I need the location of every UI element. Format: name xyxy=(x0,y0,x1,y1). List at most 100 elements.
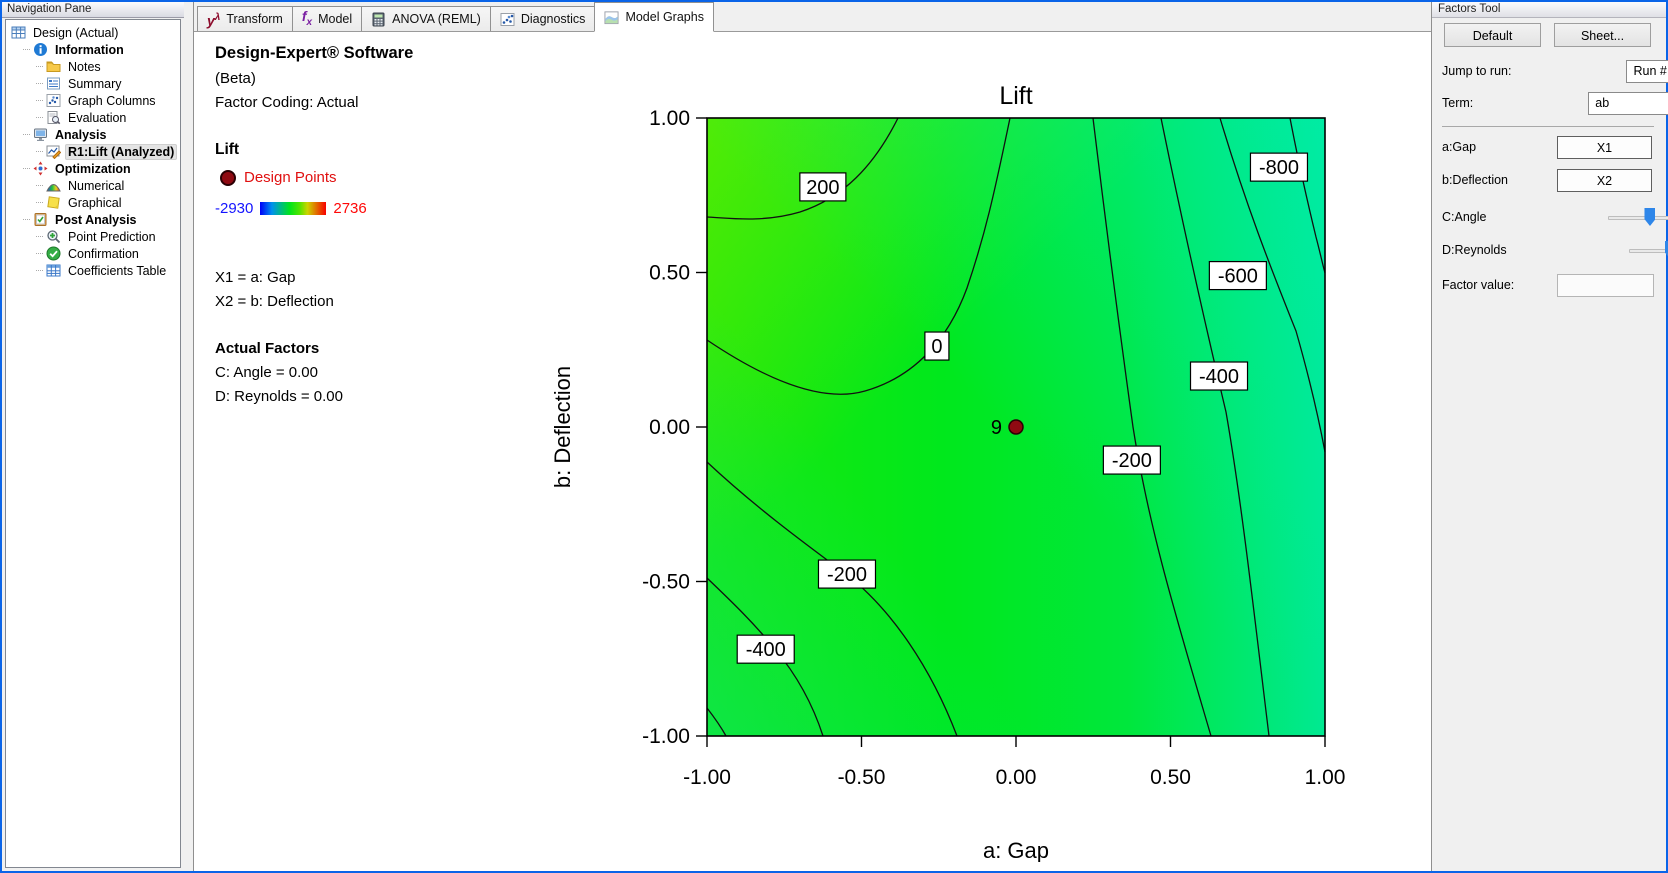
tab-model-graphs[interactable]: Model Graphs xyxy=(594,2,714,32)
contour-label-200: 200 xyxy=(799,172,847,202)
contour-plot[interactable]: Lift 1.00 0.50 0.00 -0.50 -1.00 -1.00 -0.50 0.0… xyxy=(540,60,1368,863)
numerical-icon xyxy=(45,184,61,192)
contour-label--600: -600 xyxy=(1208,260,1267,291)
contour-line-8 xyxy=(706,707,727,737)
app-title: Design-Expert® Software xyxy=(215,44,414,62)
slider-track xyxy=(1628,249,1668,253)
nav-item-label: Optimization xyxy=(55,161,131,176)
contour-line-4 xyxy=(1219,117,1326,453)
factor-label-b-deflection: b:Deflection xyxy=(1442,173,1509,187)
navigation-pane-header: Navigation Pane xyxy=(2,2,184,18)
term-label: Term: xyxy=(1442,96,1474,110)
design-point-run-label: 9 xyxy=(991,417,1002,439)
nav-item-label: Coefficients Table xyxy=(68,263,167,278)
nav-item-graphical[interactable]: Graphical xyxy=(6,194,180,211)
design-point-marker xyxy=(1008,419,1024,435)
nav-item-label: Summary xyxy=(68,76,122,91)
nav-item-design-actual[interactable]: Design (Actual) xyxy=(6,24,180,41)
nav-item-analysis[interactable]: Analysis xyxy=(6,126,180,143)
analysis-monitor-icon xyxy=(33,128,47,141)
nav-item-point-prediction[interactable]: Point Prediction xyxy=(6,228,180,245)
nav-item-summary[interactable]: Summary xyxy=(6,75,180,92)
nav-item-label: Graphical xyxy=(68,195,122,210)
tab-transform[interactable]: yλ Transform xyxy=(197,6,293,31)
nav-item-coefficients-table[interactable]: Coefficients Table xyxy=(6,262,180,279)
factor-slider-d-reynolds[interactable] xyxy=(1628,240,1668,260)
calculator-icon xyxy=(372,12,385,26)
actual-factors-title: Actual Factors xyxy=(215,340,320,357)
design-table-icon xyxy=(11,26,25,39)
nav-item-evaluation[interactable]: Evaluation xyxy=(6,109,180,126)
beta-label: (Beta) xyxy=(215,70,256,87)
navigation-pane: Navigation Pane Design (Actual) Informati… xyxy=(2,2,184,871)
nav-item-optimization[interactable]: Optimization xyxy=(6,160,180,177)
factor-slider-c-angle[interactable] xyxy=(1608,207,1668,227)
nav-item-label: Evaluation xyxy=(68,110,127,125)
jump-to-run-select[interactable]: Run # xyxy=(1626,59,1668,83)
tree-connector xyxy=(23,49,30,50)
optimization-icon xyxy=(33,161,47,176)
nav-item-label: Post Analysis xyxy=(55,212,137,227)
nav-item-confirmation[interactable]: Confirmation xyxy=(6,245,180,262)
x-tick-label: 1.00 xyxy=(1305,766,1346,789)
x-tick-label: 0.50 xyxy=(1150,766,1191,789)
nav-item-label: Numerical xyxy=(68,178,125,193)
factor-value-label: Factor value: xyxy=(1442,278,1515,292)
evaluation-icon xyxy=(47,111,60,125)
tree-connector xyxy=(23,219,30,220)
nav-item-label: Confirmation xyxy=(68,246,139,261)
design-point-icon xyxy=(220,169,236,186)
contour-label-0: 0 xyxy=(924,331,950,361)
scatter-icon xyxy=(500,12,515,26)
nav-item-label: R1:Lift (Analyzed) xyxy=(65,143,178,160)
nav-item-graph-columns[interactable]: Graph Columns xyxy=(6,92,180,109)
factor-value-input[interactable] xyxy=(1557,273,1654,297)
y-tick-label: 0.50 xyxy=(649,262,690,285)
svg-text:0: 0 xyxy=(931,336,942,358)
factor-axis-button-b-deflection[interactable]: X2 xyxy=(1557,168,1652,192)
tree-connector xyxy=(36,236,43,237)
tree-connector xyxy=(36,151,43,152)
x2-assignment: X2 = b: Deflection xyxy=(215,293,334,310)
x-tick-label: -0.50 xyxy=(838,766,886,789)
nav-item-information[interactable]: Information xyxy=(6,41,180,58)
plot-legend: Design-Expert® Software (Beta) Factor Co… xyxy=(215,44,413,405)
confirmation-icon xyxy=(46,246,60,261)
nav-item-label: Point Prediction xyxy=(68,229,156,244)
tab-diagnostics[interactable]: Diagnostics xyxy=(489,6,596,31)
factor-coding-label: Factor Coding: Actual xyxy=(215,94,359,111)
svg-text:-600: -600 xyxy=(1218,266,1258,288)
jump-to-run-value: Run # xyxy=(1633,64,1667,78)
default-button[interactable]: Default xyxy=(1444,23,1541,47)
x1-assignment: X1 = a: Gap xyxy=(215,269,296,286)
color-scale-legend: -2930 2736 xyxy=(215,200,413,217)
slider-thumb[interactable] xyxy=(1644,208,1656,226)
tab-label: Model xyxy=(318,12,353,26)
factors-tool-panel: Factors Tool Default Sheet... Jump to ru… xyxy=(1431,2,1668,871)
panel-separator xyxy=(1442,126,1654,127)
slider-thumb[interactable] xyxy=(1664,241,1668,259)
factor-label-c-angle: C:Angle xyxy=(1442,210,1487,224)
nav-item-post-analysis[interactable]: Post Analysis xyxy=(6,211,180,228)
nav-item-label: Design (Actual) xyxy=(33,25,119,40)
graphical-icon xyxy=(46,196,60,209)
factor-label-a-gap: a:Gap xyxy=(1442,140,1477,154)
contour-line-5 xyxy=(1289,117,1326,274)
nav-item-r1-lift-analyzed[interactable]: R1:Lift (Analyzed) xyxy=(6,143,180,160)
y-tick-label: -1.00 xyxy=(642,725,690,748)
svg-text:200: 200 xyxy=(806,177,839,199)
tab-model[interactable]: fx Model xyxy=(291,6,363,31)
svg-text:-400: -400 xyxy=(746,639,786,661)
contour-label--200: -200 xyxy=(1102,445,1161,475)
contour-line-3 xyxy=(1160,117,1270,737)
point-prediction-icon xyxy=(46,230,60,244)
color-scale-bar xyxy=(260,202,327,215)
term-select[interactable]: ab xyxy=(1588,91,1668,115)
tab-anova-reml[interactable]: ANOVA (REML) xyxy=(361,6,491,31)
factor-axis-button-a-gap[interactable]: X1 xyxy=(1557,135,1652,159)
nav-item-notes[interactable]: Notes xyxy=(6,58,180,75)
tree-connector xyxy=(36,66,43,67)
factor-label-d-reynolds: D:Reynolds xyxy=(1442,243,1507,257)
sheet-button[interactable]: Sheet... xyxy=(1554,23,1651,47)
nav-item-numerical[interactable]: Numerical xyxy=(6,177,180,194)
